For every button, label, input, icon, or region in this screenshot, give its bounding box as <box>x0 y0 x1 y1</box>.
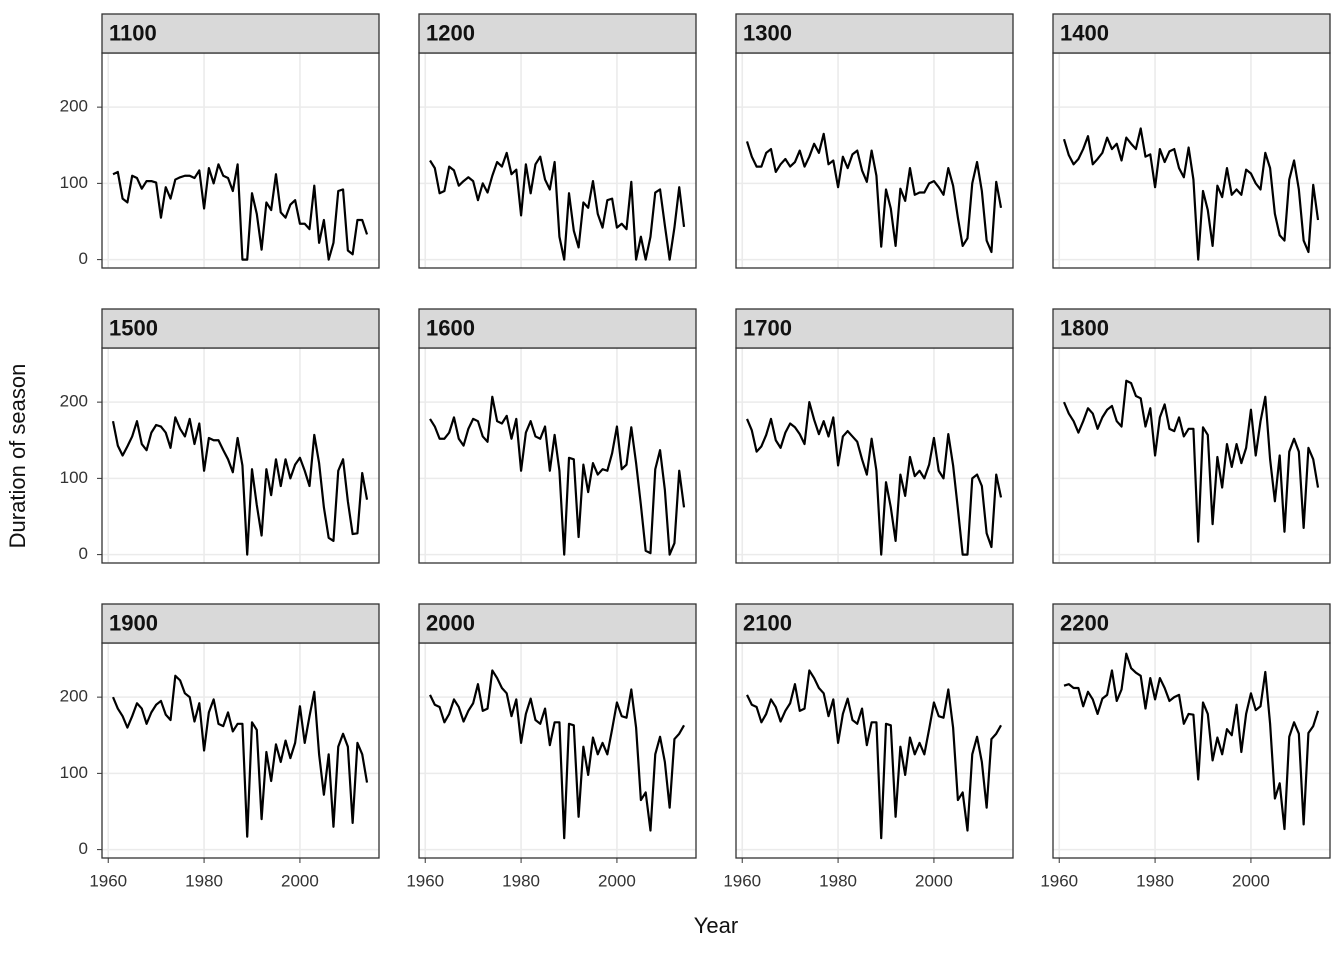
x-tick-label: 1980 <box>502 871 540 890</box>
y-tick-label: 0 <box>79 544 88 563</box>
strip-label: 2200 <box>1060 610 1109 635</box>
strip-label: 2100 <box>743 610 792 635</box>
series-line <box>1063 652 1320 831</box>
strip <box>735 603 1014 644</box>
series-line <box>746 669 1002 840</box>
strip <box>735 308 1014 349</box>
strip-label: 1600 <box>426 315 475 340</box>
x-tick-label: 1960 <box>723 871 761 890</box>
x-tick-label: 1960 <box>89 871 127 890</box>
x-tick-label: 2000 <box>281 871 319 890</box>
strip <box>1052 603 1331 644</box>
panel-background <box>419 53 696 268</box>
strip <box>735 13 1014 54</box>
strip-label: 2000 <box>426 610 475 635</box>
panel-background <box>736 643 1013 858</box>
strip <box>418 308 697 349</box>
strip-label: 1400 <box>1060 20 1109 45</box>
series-line <box>111 416 369 556</box>
x-tick-label: 1980 <box>1136 871 1174 890</box>
strip <box>1052 308 1331 349</box>
y-tick-label: 100 <box>60 763 88 782</box>
y-tick-label: 100 <box>60 468 88 487</box>
x-tick-label: 1980 <box>819 871 857 890</box>
x-tick-label: 1980 <box>185 871 223 890</box>
series-line <box>112 674 369 838</box>
strip <box>418 13 697 54</box>
strip-label: 1100 <box>109 20 157 45</box>
y-tick-label: 200 <box>60 97 88 116</box>
series-line <box>429 669 685 840</box>
x-tick-label: 2000 <box>1232 871 1270 890</box>
x-tick-label: 1960 <box>406 871 444 890</box>
x-tick-label: 2000 <box>915 871 953 890</box>
series-line <box>745 132 1003 254</box>
strip <box>101 308 380 349</box>
y-tick-label: 0 <box>79 249 88 268</box>
series-line <box>429 151 686 261</box>
y-tick-label: 0 <box>79 839 88 858</box>
strip-label: 1200 <box>426 20 475 45</box>
strip <box>1052 13 1331 54</box>
strip-label: 1500 <box>109 315 158 340</box>
x-tick-label: 1960 <box>1040 871 1078 890</box>
series-line <box>1062 127 1320 261</box>
strip-label: 1900 <box>109 610 158 635</box>
series-line <box>112 163 369 261</box>
panel-background <box>419 643 696 858</box>
strip-label: 1300 <box>743 20 792 45</box>
y-tick-label: 200 <box>60 687 88 706</box>
y-tick-label: 200 <box>60 392 88 411</box>
series-line <box>746 401 1003 556</box>
strip <box>101 13 380 54</box>
strip-label: 1700 <box>743 315 792 340</box>
x-tick-label: 2000 <box>598 871 636 890</box>
strip <box>418 603 697 644</box>
x-axis-title: Year <box>694 913 738 938</box>
y-tick-label: 100 <box>60 173 88 192</box>
y-axis-title: Duration of season <box>5 364 30 549</box>
series-line <box>429 395 686 556</box>
series-line <box>1063 379 1320 543</box>
strip-label: 1800 <box>1060 315 1109 340</box>
strip <box>101 603 380 644</box>
